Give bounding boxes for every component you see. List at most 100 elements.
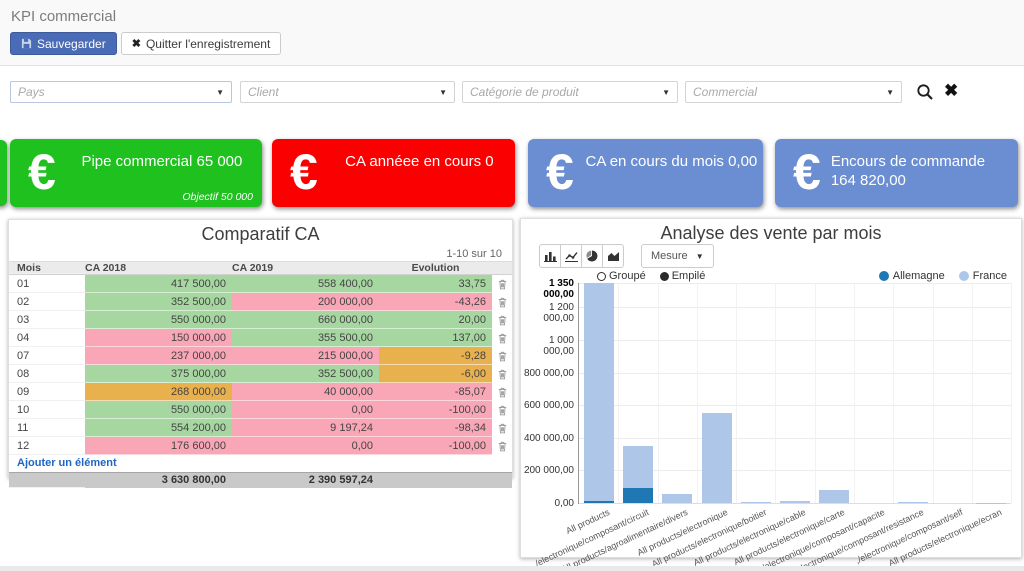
client-filter-select[interactable]: Client ▼ [240, 81, 455, 103]
ca2018-cell[interactable]: 268 000,00 [85, 383, 232, 401]
pays-filter-select[interactable]: Pays ▼ [10, 81, 232, 103]
mois-cell[interactable]: 07 [9, 347, 85, 365]
bar-france[interactable] [976, 502, 1007, 503]
bar-france[interactable] [897, 502, 928, 503]
delete-row-icon[interactable] [492, 329, 512, 347]
mois-cell[interactable]: 08 [9, 365, 85, 383]
pie-chart-icon[interactable] [581, 244, 603, 268]
table-row[interactable]: 09 268 000,00 40 000,00 -85,07 [9, 383, 512, 401]
commercial-filter-select[interactable]: Commercial ▼ [685, 81, 902, 103]
line-chart-icon[interactable] [560, 244, 582, 268]
table-row[interactable]: 02 352 500,00 200 000,00 -43,26 [9, 293, 512, 311]
quit-edit-button[interactable]: ✖ Quitter l'enregistrement [120, 32, 282, 55]
ca2019-cell[interactable]: 355 500,00 [232, 329, 379, 347]
mois-cell[interactable]: 09 [9, 383, 85, 401]
bar-france[interactable] [780, 501, 810, 503]
kpi-card-ca-annee[interactable]: € CA annéee en cours 0 [272, 139, 515, 207]
delete-row-icon[interactable] [492, 311, 512, 329]
mois-cell[interactable]: 11 [9, 419, 85, 437]
ca2018-cell[interactable]: 554 200,00 [85, 419, 232, 437]
bar-france[interactable] [740, 502, 771, 503]
ca2019-cell[interactable]: 215 000,00 [232, 347, 379, 365]
mois-cell[interactable]: 01 [9, 275, 85, 293]
mois-cell[interactable]: 10 [9, 401, 85, 419]
kpi-card-ca-mois[interactable]: € CA en cours du mois 0,00 [528, 139, 763, 207]
evolution-cell[interactable]: -100,00 [379, 401, 492, 419]
ca2018-cell[interactable]: 550 000,00 [85, 401, 232, 419]
delete-row-icon[interactable] [492, 365, 512, 383]
ca2019-cell[interactable]: 200 000,00 [232, 293, 379, 311]
ca2018-cell[interactable]: 150 000,00 [85, 329, 232, 347]
pager[interactable]: 1-10 sur 10 [446, 248, 502, 260]
clear-filters-icon[interactable]: ✖ [944, 81, 959, 100]
legend-item-france[interactable]: France [958, 270, 1007, 282]
delete-row-icon[interactable] [492, 401, 512, 419]
table-footer-row: 3 630 800,00 2 390 597,24 [9, 472, 512, 488]
table-row[interactable]: 11 554 200,00 9 197,24 -98,34 [9, 419, 512, 437]
legend-item-allemagne[interactable]: Allemagne [878, 270, 945, 282]
table-row[interactable]: 10 550 000,00 0,00 -100,00 [9, 401, 512, 419]
evolution-cell[interactable]: -6,00 [379, 365, 492, 383]
bar-france[interactable] [622, 446, 653, 488]
ca2018-cell[interactable]: 352 500,00 [85, 293, 232, 311]
evolution-cell[interactable]: -85,07 [379, 383, 492, 401]
kpi-card-pipe-commercial[interactable]: € Pipe commercial 65 000 Objectif 50 000 [10, 139, 262, 207]
ca2019-cell[interactable]: 352 500,00 [232, 365, 379, 383]
bar-allemagne[interactable] [583, 501, 614, 503]
ca2019-cell[interactable]: 9 197,24 [232, 419, 379, 437]
ca2018-cell[interactable]: 417 500,00 [85, 275, 232, 293]
ca2018-cell[interactable]: 550 000,00 [85, 311, 232, 329]
col-header-evolution[interactable]: Evolution [411, 262, 460, 274]
ca2019-cell[interactable]: 40 000,00 [232, 383, 379, 401]
bar-allemagne[interactable] [622, 487, 653, 503]
ca2018-cell[interactable]: 237 000,00 [85, 347, 232, 365]
ca2018-cell[interactable]: 375 000,00 [85, 365, 232, 383]
search-icon[interactable] [916, 83, 934, 101]
save-button[interactable]: Sauvegarder [10, 32, 117, 55]
table-row[interactable]: 01 417 500,00 558 400,00 33,75 [9, 275, 512, 293]
ca2019-cell[interactable]: 558 400,00 [232, 275, 379, 293]
col-header-ca2018[interactable]: CA 2018 [85, 262, 127, 274]
categorie-filter-select[interactable]: Catégorie de produit ▼ [462, 81, 678, 103]
mois-cell[interactable]: 04 [9, 329, 85, 347]
bar-france[interactable] [583, 283, 614, 502]
bar-france[interactable] [662, 494, 693, 503]
evolution-cell[interactable]: -9,28 [379, 347, 492, 365]
delete-row-icon[interactable] [492, 419, 512, 437]
delete-row-icon[interactable] [492, 347, 512, 365]
ca2019-cell[interactable]: 0,00 [232, 401, 379, 419]
add-item-link[interactable]: Ajouter un élément [17, 457, 117, 469]
kpi-card-encours[interactable]: € Encours de commande 164 820,00 [775, 139, 1018, 207]
area-chart-icon[interactable] [602, 244, 624, 268]
table-row[interactable]: 04 150 000,00 355 500,00 137,00 [9, 329, 512, 347]
stacked-radio[interactable]: Empilé [659, 270, 705, 282]
ca2018-cell[interactable]: 176 600,00 [85, 437, 232, 455]
evolution-cell[interactable]: 137,00 [379, 329, 492, 347]
delete-row-icon[interactable] [492, 293, 512, 311]
table-row[interactable]: 03 550 000,00 660 000,00 20,00 [9, 311, 512, 329]
evolution-cell[interactable]: 33,75 [379, 275, 492, 293]
evolution-cell[interactable]: -100,00 [379, 437, 492, 455]
mois-cell[interactable]: 03 [9, 311, 85, 329]
table-row[interactable]: 08 375 000,00 352 500,00 -6,00 [9, 365, 512, 383]
ca2019-cell[interactable]: 660 000,00 [232, 311, 379, 329]
ca2019-cell[interactable]: 0,00 [232, 437, 379, 455]
evolution-cell[interactable]: 20,00 [379, 311, 492, 329]
mois-cell[interactable]: 02 [9, 293, 85, 311]
delete-row-icon[interactable] [492, 437, 512, 455]
table-row[interactable]: 12 176 600,00 0,00 -100,00 [9, 437, 512, 455]
bar-france[interactable] [701, 412, 732, 503]
col-header-mois[interactable]: Mois [9, 262, 85, 274]
kpi-label: Pipe commercial 65 000 [81, 153, 243, 170]
col-header-ca2019[interactable]: CA 2019 [232, 262, 274, 274]
grouped-radio[interactable]: Groupé [597, 270, 646, 282]
delete-row-icon[interactable] [492, 275, 512, 293]
measure-dropdown-button[interactable]: Mesure ▼ [641, 244, 714, 268]
table-row[interactable]: 07 237 000,00 215 000,00 -9,28 [9, 347, 512, 365]
mois-cell[interactable]: 12 [9, 437, 85, 455]
bar-france[interactable] [819, 490, 850, 503]
evolution-cell[interactable]: -43,26 [379, 293, 492, 311]
evolution-cell[interactable]: -98,34 [379, 419, 492, 437]
delete-row-icon[interactable] [492, 383, 512, 401]
kpi-objective: Objectif 50 000 [182, 191, 253, 203]
